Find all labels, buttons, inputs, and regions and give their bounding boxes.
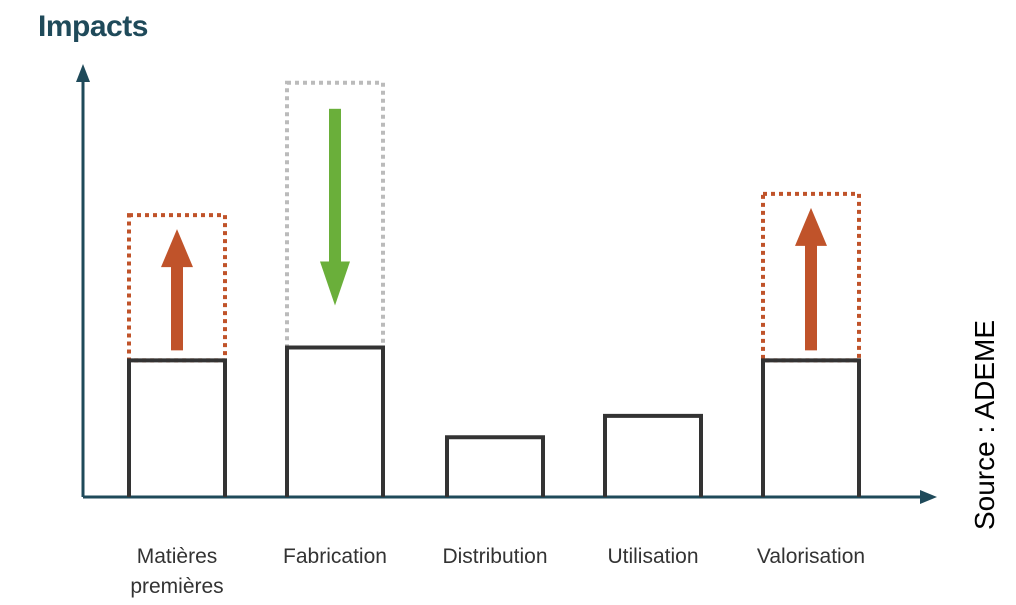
decrease-arrow-icon: [320, 261, 350, 306]
impact-bar: [127, 358, 227, 497]
increase-arrow-icon: [161, 229, 193, 268]
stage-label-utilisation: Utilisation: [607, 545, 699, 568]
decrease-arrow-shaft: [329, 108, 341, 264]
impact-bar: [761, 358, 861, 497]
stage-label-distribution: Distribution: [442, 545, 548, 568]
impact-bar: [285, 345, 385, 497]
increase-arrow-icon: [795, 207, 827, 246]
x-axis-arrowhead: [920, 490, 937, 504]
y-axis-title: Impacts: [38, 10, 148, 43]
stage-label-matieres-premieres: Matières premières: [130, 545, 224, 598]
increase-arrow-shaft: [171, 265, 183, 351]
impact-bar: [445, 435, 545, 497]
projection-box: [761, 191, 861, 363]
stage-label-valorisation: Valorisation: [756, 545, 866, 568]
source-note: Source : ADEME: [969, 319, 1000, 531]
stage-label-fabrication: Fabrication: [283, 545, 387, 568]
increase-arrow-shaft: [805, 243, 817, 351]
y-axis-arrowhead: [76, 64, 90, 82]
impact-bar: [603, 413, 703, 497]
